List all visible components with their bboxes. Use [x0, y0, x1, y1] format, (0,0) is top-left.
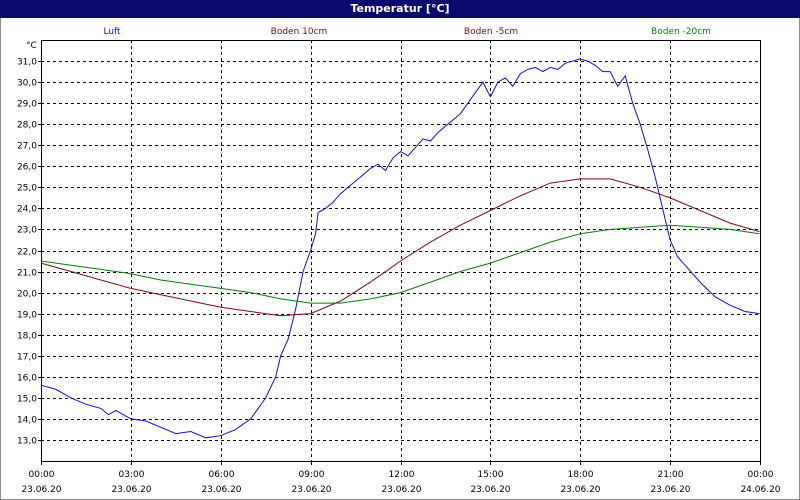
y-tick-label: 28,0 [17, 121, 37, 131]
legend-entry: Luft [103, 27, 121, 37]
x-tick-time: 18:00 [568, 470, 594, 480]
y-tick-label: 29,0 [17, 100, 37, 110]
y-tick-label: 27,0 [17, 142, 37, 152]
x-tick-date: 23.06.20 [21, 485, 61, 495]
x-tick-time: 12:00 [389, 470, 415, 480]
grid-lines [38, 40, 761, 465]
series-line-3 [40, 224, 760, 304]
series-line-1 [40, 178, 760, 317]
x-tick-time: 09:00 [299, 470, 325, 480]
x-tick-time: 06:00 [209, 470, 235, 480]
x-tick-time: 00:00 [748, 470, 774, 480]
y-tick-label: 19,0 [17, 311, 37, 321]
x-tick-date: 23.06.20 [111, 485, 151, 495]
x-tick-time: 03:00 [119, 470, 145, 480]
y-tick-label: 17,0 [17, 353, 37, 363]
plot-border [41, 40, 761, 462]
series-line-0 [40, 58, 760, 439]
x-tick-date: 24.06.20 [740, 485, 780, 495]
window-title: Temperatur [°C] [0, 0, 800, 18]
y-tick-label: 21,0 [17, 269, 37, 279]
y-tick-label: 15,0 [17, 395, 37, 405]
x-tick-date: 23.06.20 [291, 485, 331, 495]
y-tick-label: 23,0 [17, 226, 37, 236]
x-tick-date: 23.06.20 [650, 485, 690, 495]
y-tick-label: 24,0 [17, 205, 37, 215]
y-tick-label: 22,0 [17, 248, 37, 258]
x-tick-date: 23.06.20 [560, 485, 600, 495]
x-tick-date: 23.06.20 [381, 485, 421, 495]
y-tick-label: 20,0 [17, 290, 37, 300]
x-tick-time: 00:00 [29, 470, 55, 480]
legend-entry: Boden -5cm [464, 27, 518, 37]
y-tick-label: 14,0 [17, 416, 37, 426]
y-tick-label: 31,0 [17, 58, 37, 68]
x-tick-date: 23.06.20 [201, 485, 241, 495]
y-tick-label: 26,0 [17, 163, 37, 173]
x-tick-time: 15:00 [478, 470, 504, 480]
legend-entry: Boden -20cm [651, 27, 711, 37]
legend-entry: Boden 10cm [271, 27, 328, 37]
series-lines [40, 58, 760, 439]
x-tick-date: 23.06.20 [470, 485, 510, 495]
y-tick-label: 30,0 [17, 79, 37, 89]
y-tick-label: 16,0 [17, 374, 37, 384]
x-tick-time: 21:00 [658, 470, 684, 480]
y-axis-unit: °C [26, 41, 37, 51]
y-tick-label: 13,0 [17, 437, 37, 447]
x-tick-labels: 00:00 23.06.20 03:00 23.06.20 06:00 23.06.20 0… [21, 470, 780, 495]
y-tick-label: 25,0 [17, 184, 37, 194]
legend: Luft Boden 10cm Boden -5cm Boden -20cm [103, 27, 711, 37]
y-tick-labels: 13,0 14,0 15,0 16,0 17,0 18,0 19,0 20,0 21,0 22,0… [17, 58, 37, 447]
y-tick-label: 18,0 [17, 332, 37, 342]
